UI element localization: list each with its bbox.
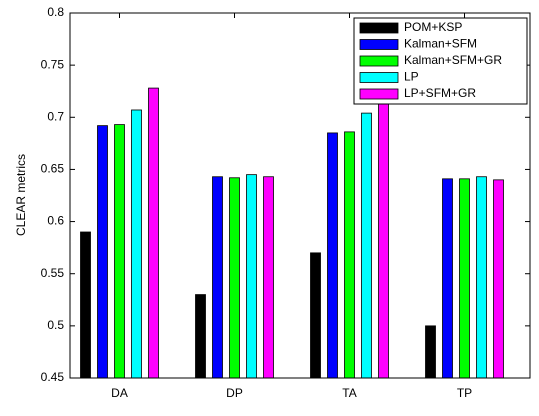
bar	[361, 112, 372, 379]
bar	[148, 87, 159, 379]
legend-swatch	[359, 88, 399, 100]
x-tick-label: DA	[111, 386, 128, 400]
y-tick-label: 0.7	[47, 109, 64, 123]
bar	[114, 124, 125, 379]
legend-swatch	[359, 22, 399, 34]
legend-swatch	[359, 72, 399, 83]
bar	[476, 176, 487, 379]
bar	[195, 294, 206, 379]
legend-label: Kalman+SFM+GR	[404, 53, 502, 67]
bar	[378, 96, 389, 379]
legend-label: Kalman+SFM	[404, 37, 477, 51]
bar	[493, 179, 504, 379]
bar	[310, 252, 321, 379]
y-tick-label: 0.8	[47, 5, 64, 19]
y-tick-label: 0.5	[47, 318, 64, 332]
x-tick-label: TP	[457, 386, 472, 400]
y-tick-label: 0.6	[47, 214, 64, 228]
bar	[442, 178, 453, 379]
legend-label: LP+SFM+GR	[404, 86, 476, 100]
y-tick-label: 0.55	[41, 266, 65, 280]
legend-label: LP	[404, 70, 419, 84]
plot-frame	[69, 12, 531, 379]
legend-swatch	[359, 55, 399, 67]
legend-label: POM+KSP	[404, 20, 462, 34]
bar	[97, 125, 108, 379]
x-tick-label: DP	[226, 386, 243, 400]
bar	[327, 132, 338, 379]
y-tick-label: 0.65	[41, 162, 65, 176]
bar	[229, 177, 240, 379]
y-tick-label: 0.75	[41, 57, 65, 71]
bar	[425, 325, 436, 379]
bar	[344, 131, 355, 379]
bar	[212, 176, 223, 379]
bar	[246, 174, 257, 379]
bar	[459, 178, 470, 379]
bar	[80, 231, 91, 379]
bar	[131, 109, 142, 379]
y-tick-label: 0.45	[41, 370, 65, 384]
x-tick-label: TA	[342, 386, 356, 400]
bar	[263, 176, 274, 379]
y-axis-label: CLEAR metrics	[14, 154, 28, 236]
legend-swatch	[359, 39, 399, 50]
